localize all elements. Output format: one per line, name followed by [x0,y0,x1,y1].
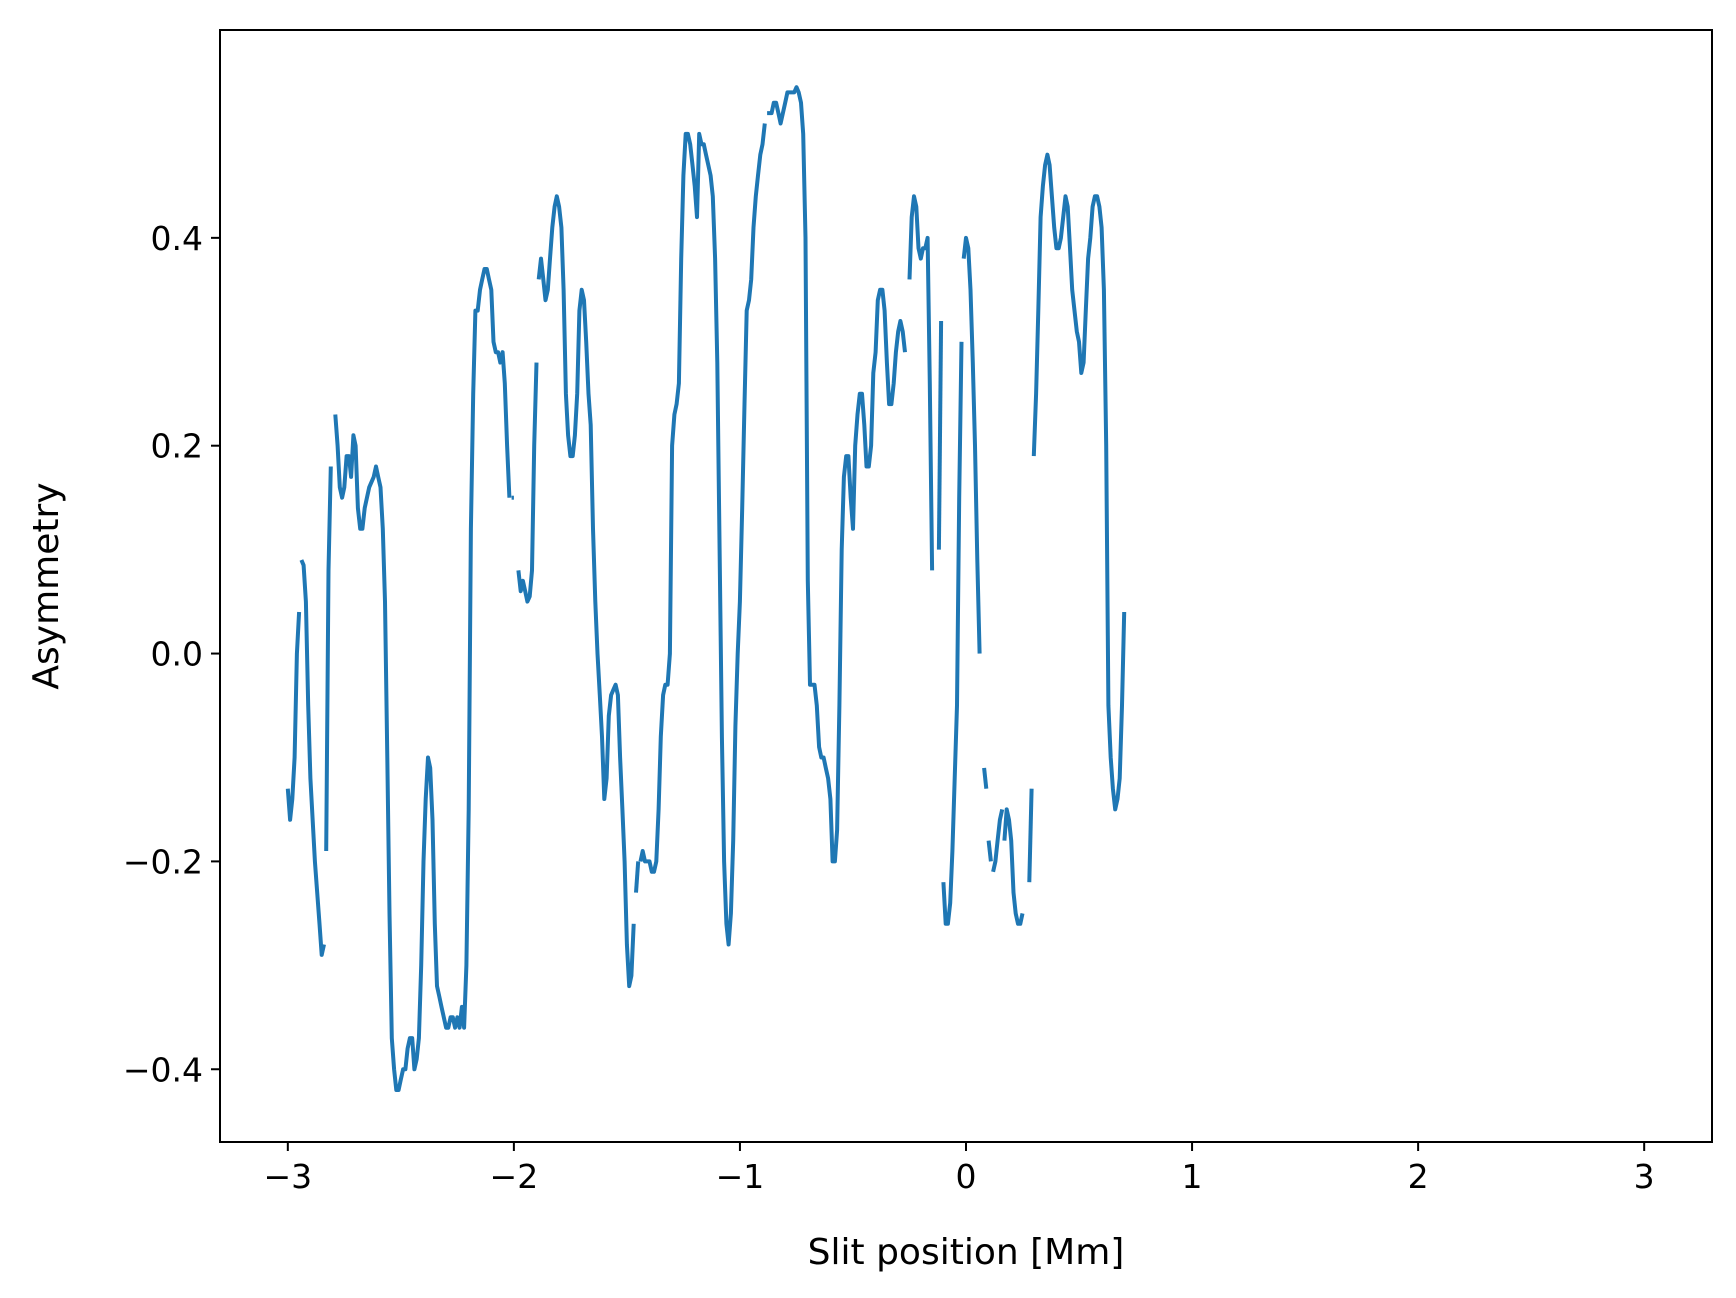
series-line-segment [1002,807,1025,926]
y-tick-label: 0.2 [151,427,203,466]
series-line-segment [991,808,1005,873]
x-tick-label: 0 [956,1157,977,1196]
x-tick-label: 3 [1634,1157,1655,1196]
y-tick-label: 0.0 [151,635,203,674]
y-tick-label: −0.4 [123,1050,203,1089]
x-axis: −3 −2 −1 0 1 2 3 [263,1142,1655,1196]
series-line-segment [324,466,333,852]
x-axis-label: Slit position [Mm] [808,1232,1125,1273]
x-tick-label: 1 [1182,1157,1203,1196]
series-line-segment [634,861,641,893]
x-tick-label: 2 [1408,1157,1429,1196]
x-tick-label: −3 [263,1157,312,1196]
series-line-segment [536,194,636,989]
series-line-segment [1031,152,1127,812]
series-line-segment [982,767,989,789]
series-line-segment [941,341,964,926]
y-tick-label: 0.4 [151,219,203,258]
series-line-segment [767,85,907,864]
series-line-segment [299,559,326,957]
series-line-segment [285,611,302,822]
series-line-segment [936,320,944,550]
y-axis-label: Asymmetry [26,482,67,689]
y-tick-label: −0.2 [123,842,203,881]
plot-area [285,85,1127,1092]
series-line-segment [1027,788,1034,883]
series-line-segment [986,840,993,862]
series-line-segment [907,194,935,571]
series-line-segment [961,235,982,654]
series-line-segment [516,362,539,604]
x-tick-label: −1 [716,1157,765,1196]
series-line-segment [638,123,767,947]
x-tick-label: −2 [490,1157,539,1196]
series-line-segment [333,267,512,1092]
y-axis: −0.4 −0.2 0.0 0.2 0.4 [123,219,220,1089]
